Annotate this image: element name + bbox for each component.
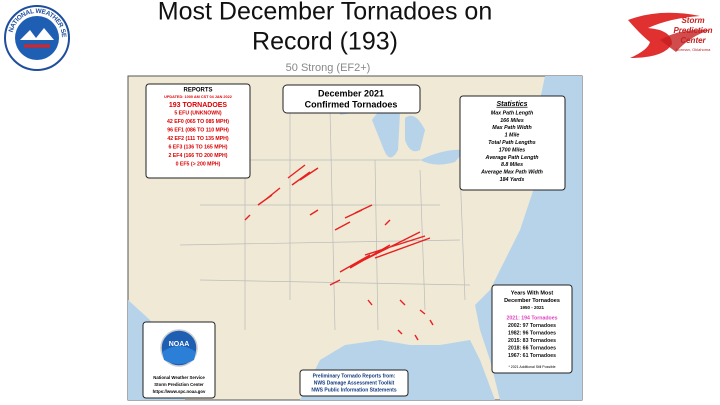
map: NOAA REPORTS UPDATED: 1000 AM CST 04 JAN… (127, 75, 583, 401)
reports-total: 193 TORNADOES (169, 102, 228, 109)
statistics-line: 184 Yards (500, 177, 525, 183)
statistics-heading: Statistics (496, 101, 527, 108)
statistics-line: 1700 Miles (499, 147, 526, 153)
years-heading: December Tornadoes (504, 298, 560, 304)
reports-line: 5 EFU (UNKNOWN) (174, 110, 222, 116)
sources-line: NWS Damage Assessment Toolkit (314, 380, 395, 386)
reports-heading: REPORTS (183, 88, 212, 94)
sources-box (299, 369, 409, 397)
reports-line: 0 EF5 (> 200 MPH) (176, 161, 221, 167)
statistics-line: 166 Miles (500, 118, 524, 124)
years-box (491, 284, 573, 374)
years-row: 1967: 61 Tornadoes (508, 353, 556, 359)
noaa-logo-wave (162, 346, 196, 364)
years-row: 1982: 96 Tornadoes (508, 330, 556, 336)
spc-logo-text: Prediction (673, 26, 712, 35)
reports-line: 42 EF0 (065 TO 085 MPH) (167, 119, 229, 125)
statistics-line: Max Path Length (491, 110, 534, 116)
spc-logo-text: Storm (681, 16, 704, 25)
reports-line: 6 EF3 (136 TO 165 MPH) (168, 144, 227, 150)
slide-title: Most December Tornadoes on (158, 0, 492, 26)
statistics-line: 8.8 Miles (501, 162, 523, 168)
statistics-box (459, 95, 566, 191)
spc-logo: Storm Prediction Center Norman, Oklahoma (628, 12, 713, 58)
reports-updated: UPDATED: 1000 AM CST 04 JAN 2022 (164, 95, 232, 99)
statistics-line: Average Max Path Width (480, 170, 544, 176)
noaa-line: https://www.spc.noaa.gov (153, 389, 206, 394)
reports-line: 42 EF2 (111 TO 135 MPH) (167, 136, 229, 142)
years-row: 2021: 194 Tornadoes (507, 315, 558, 321)
sources-line: Preliminary Tornado Reports from: (313, 373, 396, 379)
spc-logo-subtext: Norman, Oklahoma (676, 47, 711, 52)
noaa-line: Storm Prediction Center (154, 382, 204, 387)
statistics-line: Total Path Lengths (488, 140, 536, 146)
years-note: * 2021 Additional Still Possible (508, 365, 555, 369)
years-row: 2015: 83 Tornadoes (508, 338, 556, 344)
spc-logo-text: Center (680, 36, 706, 45)
statistics-line: 1 Mile (505, 133, 520, 139)
sources-line: NWS Public Information Statements (311, 387, 397, 393)
reports-line: 2 EF4 (166 TO 200 MPH) (168, 153, 227, 159)
slide-title: Record (193) (252, 28, 398, 56)
map-title-box (282, 84, 421, 114)
years-heading: 1950 - 2021 (520, 305, 545, 310)
reports-box (145, 83, 251, 179)
years-row: 2002: 97 Tornadoes (508, 323, 556, 329)
tornado-tracks (244, 164, 434, 341)
years-row: 2018: 66 Tornadoes (508, 345, 556, 351)
statistics-line: Max Path Width (492, 125, 532, 131)
map-title: Confirmed Tornadoes (305, 99, 398, 109)
noaa-line: National Weather Service (153, 375, 205, 380)
reports-line: 96 EF1 (086 TO 110 MPH) (167, 127, 229, 133)
statistics-line: Average Path Length (485, 155, 540, 161)
years-heading: Years With Most (511, 290, 554, 296)
slide-subtitle: 50 Strong (EF2+) (286, 62, 371, 74)
map-title: December 2021 (318, 88, 384, 98)
noaa-logo-text: NOAA (169, 341, 190, 348)
